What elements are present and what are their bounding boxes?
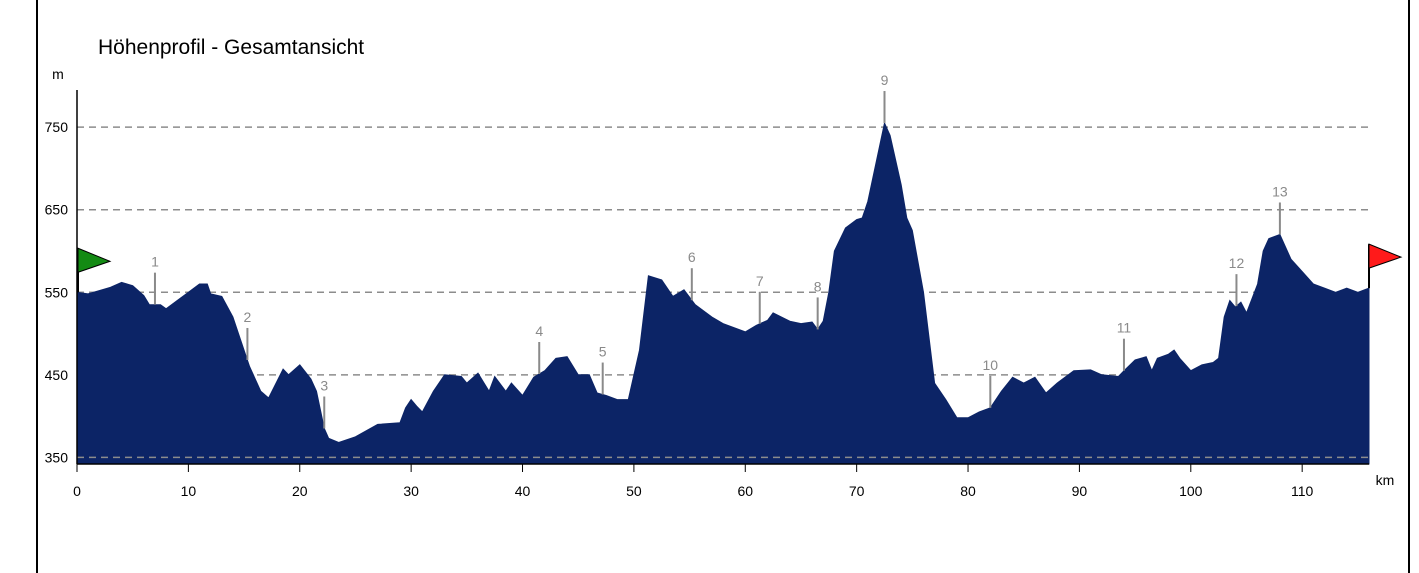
x-tick-label-90: 90 [1072,483,1088,499]
marker-label-11: 11 [1117,320,1132,336]
x-tick-label-110: 110 [1291,483,1314,499]
elevation-area [76,121,1370,465]
x-axis-label: km [1376,472,1395,488]
end-flag-icon [1368,243,1403,269]
x-tick-label-80: 80 [960,483,976,499]
marker-label-10: 10 [983,357,999,373]
y-tick-label-750: 750 [45,119,69,135]
marker-label-5: 5 [599,344,607,360]
marker-label-9: 9 [881,72,889,88]
x-tick-label-10: 10 [181,483,197,499]
marker-label-13: 13 [1272,183,1288,199]
marker-label-8: 8 [814,278,822,294]
marker-label-12: 12 [1229,255,1245,271]
x-tick-label-70: 70 [849,483,865,499]
x-tick-label-0: 0 [73,483,81,499]
y-tick-label-350: 350 [45,449,69,465]
flags [77,243,1403,293]
x-tick-label-50: 50 [626,483,642,499]
y-tick-label-550: 550 [45,284,69,300]
elevation-series-area [76,121,1370,465]
x-tick-label-100: 100 [1179,483,1203,499]
x-tick-label-20: 20 [292,483,308,499]
y-tick-label-450: 450 [45,367,69,383]
y-tick-label-650: 650 [45,202,69,218]
axes: 0 10 20 30 40 50 60 70 80 90 100 110350450550650750… [45,66,1395,499]
marker-label-1: 1 [151,254,159,270]
chart-title: Höhenprofil - Gesamtansicht [98,36,365,59]
y-axis-label: m [52,66,64,82]
marker-label-6: 6 [688,249,696,265]
x-tick-label-40: 40 [515,483,531,499]
marker-label-3: 3 [320,377,328,393]
start-flag-icon [77,247,112,273]
marker-label-4: 4 [535,323,543,339]
x-tick-label-60: 60 [737,483,753,499]
marker-label-7: 7 [756,273,764,289]
x-tick-label-30: 30 [403,483,419,499]
marker-label-2: 2 [244,309,252,325]
